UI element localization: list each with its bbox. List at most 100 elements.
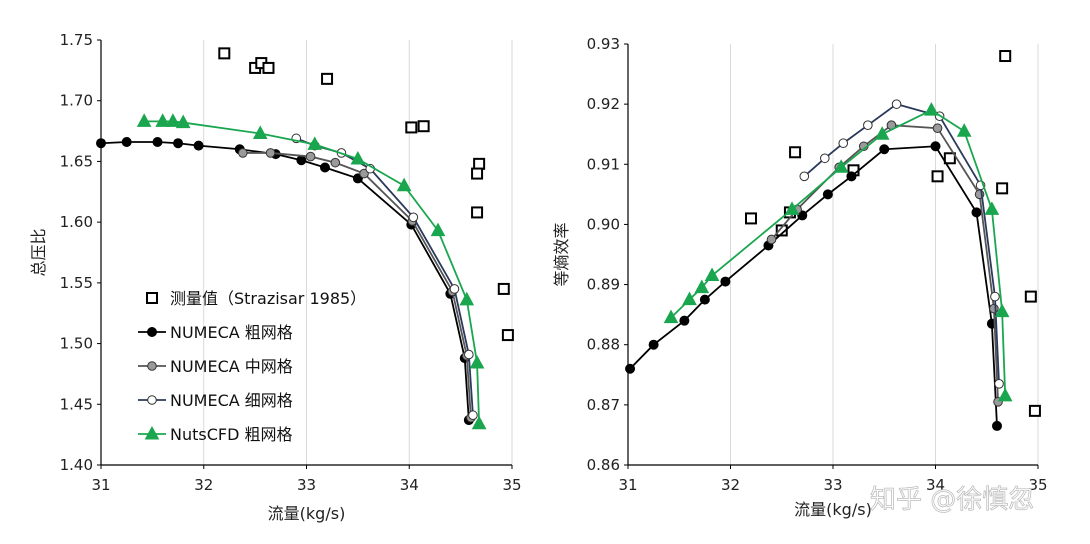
- data-point: [694, 279, 710, 294]
- y-tick-label: 0.91: [587, 155, 620, 173]
- series-line: [629, 145, 998, 426]
- x-tick-label: 34: [400, 476, 419, 494]
- series-3: [291, 133, 478, 421]
- data-point: [648, 339, 659, 350]
- data-point: [994, 379, 1004, 389]
- x-tick-label: 32: [721, 476, 740, 494]
- legend: 测量值（Strazisar 1985） NUMECA 粗网格 NUMECA 中网格 N…: [138, 289, 366, 444]
- data-point: [471, 167, 484, 180]
- legend-marker: [147, 395, 157, 405]
- data-point: [822, 189, 833, 200]
- data-point: [704, 267, 720, 282]
- data-point: [175, 114, 191, 129]
- data-point: [321, 72, 334, 85]
- data-point: [430, 222, 446, 237]
- x-tick-label: 35: [1028, 476, 1047, 494]
- series-2: [237, 148, 476, 423]
- x-axis-title: 流量(kg/s): [268, 504, 346, 523]
- series-line: [242, 152, 472, 418]
- x-tick-label: 31: [91, 476, 110, 494]
- y-tick-label: 0.90: [587, 215, 620, 233]
- x-axis-title: 流量(kg/s): [794, 500, 872, 519]
- data-point: [121, 137, 132, 147]
- chart-pressure-ratio: 1.40 1.45 1.50 1.55 1.60 1.65 1.70 1.75 31 32 33 34…: [29, 31, 522, 523]
- data-point: [799, 171, 810, 182]
- data-point: [932, 123, 943, 133]
- data-point: [971, 207, 982, 218]
- data-point: [218, 47, 231, 60]
- y-tick-label: 1.45: [60, 395, 93, 413]
- data-point: [956, 123, 972, 137]
- data-point: [473, 157, 486, 170]
- legend-item: NUMECA 细网格: [138, 391, 293, 410]
- data-point: [775, 224, 788, 237]
- data-point: [469, 354, 485, 369]
- x-tick-label: 31: [618, 476, 637, 494]
- y-tick-label: 0.89: [587, 276, 620, 294]
- data-point: [863, 120, 873, 130]
- x-tick-label: 32: [194, 476, 213, 494]
- data-point: [679, 315, 690, 326]
- data-point: [833, 159, 849, 173]
- legend-item: NUMECA 粗网格: [138, 323, 293, 342]
- data-point: [296, 155, 307, 166]
- y-tick-label: 1.65: [60, 152, 93, 170]
- data-point: [396, 177, 412, 192]
- data-point: [930, 141, 941, 152]
- data-point: [745, 212, 757, 225]
- data-point: [262, 61, 275, 74]
- data-point: [305, 151, 316, 162]
- data-point: [720, 276, 731, 287]
- legend-marker: [147, 327, 157, 337]
- data-point: [874, 126, 890, 140]
- data-point: [136, 113, 152, 127]
- series-line: [770, 124, 999, 402]
- legend-item: NutsCFD 粗网格: [138, 425, 293, 444]
- legend-label: NutsCFD 粗网格: [170, 425, 293, 444]
- data-point: [663, 309, 679, 324]
- data-point: [330, 157, 341, 168]
- data-point: [265, 148, 276, 158]
- legend-marker: [144, 425, 160, 440]
- data-point: [417, 120, 430, 133]
- data-point: [989, 303, 999, 314]
- series-line: [144, 120, 481, 424]
- data-point: [155, 113, 170, 127]
- data-point: [784, 201, 800, 215]
- chart-efficiency: 0.86 0.87 0.88 0.89 0.90 0.91 0.92 0.93 31 32 33 34…: [552, 35, 1048, 519]
- series-line: [295, 137, 474, 416]
- legend-marker: [147, 361, 157, 371]
- data-point: [943, 152, 956, 165]
- data-point: [152, 137, 163, 147]
- data-point: [924, 102, 939, 116]
- data-point: [625, 363, 636, 374]
- data-point: [682, 291, 697, 306]
- series-1: [625, 141, 1002, 431]
- y-tick-label: 0.92: [587, 95, 620, 113]
- data-point: [359, 168, 369, 179]
- data-point: [405, 121, 418, 134]
- data-point: [464, 349, 474, 360]
- data-point: [408, 212, 419, 223]
- series-4: [663, 102, 1013, 402]
- watermark: 知乎 @徐慎忽: [870, 485, 1034, 515]
- legend-label: NUMECA 细网格: [170, 391, 293, 410]
- legend-label: NUMECA 粗网格: [170, 323, 293, 342]
- data-point: [459, 291, 475, 306]
- y-tick-label: 0.93: [587, 35, 620, 53]
- data-point: [471, 206, 484, 219]
- data-point: [350, 150, 366, 165]
- y-axis-title: 总压比: [29, 228, 48, 276]
- legend-item: NUMECA 中网格: [138, 357, 293, 376]
- y-tick-label: 1.40: [60, 456, 93, 474]
- series-0: [218, 47, 514, 342]
- data-point: [820, 153, 830, 164]
- data-point: [1028, 404, 1041, 417]
- series-3: [799, 99, 1004, 389]
- y-tick-label: 1.70: [60, 92, 93, 110]
- x-tick-label: 33: [297, 476, 316, 494]
- data-point: [992, 420, 1002, 431]
- data-point: [252, 125, 268, 139]
- x-tick-label: 35: [502, 476, 521, 494]
